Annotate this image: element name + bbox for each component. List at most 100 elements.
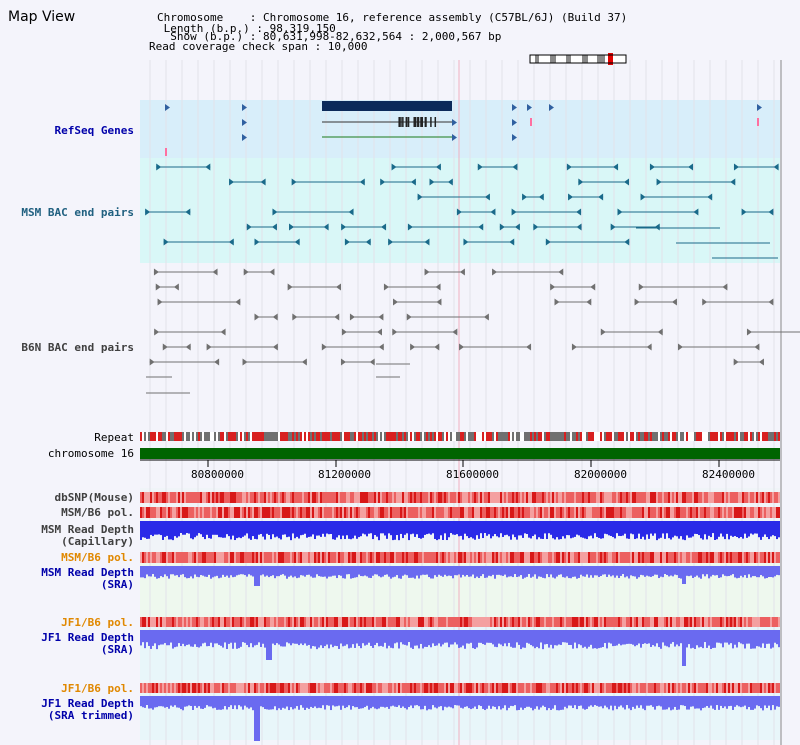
msm-pol-segment xyxy=(348,507,350,518)
refseq-genes-label[interactable]: RefSeq Genes xyxy=(54,124,134,137)
jf1-sra-depth xyxy=(152,630,154,646)
jf1-pol-segment xyxy=(632,617,634,627)
jf1-pol-segment xyxy=(382,617,384,627)
msm-pol2-segment xyxy=(166,552,168,563)
msm-sra-depth xyxy=(740,566,742,576)
msm-sra-depth xyxy=(662,566,664,578)
jf1-pol-segment xyxy=(612,617,614,627)
msm-pol-segment xyxy=(684,507,686,518)
jf1-pol2-segment xyxy=(190,683,192,693)
msm-capillary-depth xyxy=(396,521,398,536)
jf1-b6-pol-label[interactable]: JF1/B6 pol. xyxy=(61,616,134,629)
repeat-segment xyxy=(396,432,398,441)
exon xyxy=(398,117,400,127)
dbsnp-segment xyxy=(418,492,420,503)
jf1-trim-depth xyxy=(460,696,462,708)
jf1-sra-depth xyxy=(492,630,494,645)
dbsnp-segment xyxy=(706,492,708,503)
msm-sra-depth xyxy=(160,566,162,577)
jf1-trim-depth xyxy=(378,696,380,709)
repeat-segment xyxy=(482,432,484,441)
repeat-segment xyxy=(402,432,404,441)
jf1-pol-segment xyxy=(238,617,240,627)
msm-sra-depth xyxy=(482,566,484,575)
msm-b6-pol-label[interactable]: MSM/B6 pol. xyxy=(61,506,134,519)
msm-sra-depth xyxy=(686,566,688,576)
msm-capillary-depth xyxy=(666,521,668,534)
dbsnp-segment xyxy=(608,492,610,503)
jf1-sra-depth xyxy=(510,630,512,647)
msm-pol2-segment xyxy=(322,552,324,563)
b6n-bac-pair-end xyxy=(154,328,160,336)
msm-pol-segment xyxy=(354,507,356,518)
dbsnp-segment xyxy=(728,492,730,503)
msm-pol-segment xyxy=(778,507,780,518)
jf1-sra-depth xyxy=(202,630,204,644)
jf1-pol2-segment xyxy=(212,683,214,693)
dbsnp-segment xyxy=(194,492,196,503)
msm-pol2-segment xyxy=(624,552,626,563)
msm-read-depth-capillary-label[interactable]: MSM Read Depth xyxy=(41,523,134,536)
jf1-trim-depth xyxy=(360,696,362,709)
jf1-pol-segment xyxy=(774,617,776,627)
jf1-trim-depth xyxy=(700,696,702,711)
jf1-pol2-segment xyxy=(300,683,302,693)
jf1-sra-depth xyxy=(518,630,520,645)
jf1-pol-segment xyxy=(436,617,438,627)
msm-b6-pol-label-2[interactable]: MSM/B6 pol. xyxy=(61,551,134,564)
msm-read-depth-sra-label[interactable]: MSM Read Depth xyxy=(41,566,134,579)
jf1-sra-depth xyxy=(610,630,612,644)
msm-capillary-depth xyxy=(526,521,528,535)
dbsnp-label[interactable]: dbSNP(Mouse) xyxy=(54,491,134,504)
msm-pol-segment xyxy=(294,507,296,518)
jf1-trim-depth xyxy=(398,696,400,706)
msm-capillary-depth xyxy=(436,521,438,541)
axis-tick-label: 81200000 xyxy=(318,468,371,481)
msm-sra-depth xyxy=(342,566,344,579)
msm-sra-depth xyxy=(498,566,500,575)
msm-pol2-segment xyxy=(606,552,608,563)
repeat-segment xyxy=(206,432,208,441)
dbsnp-segment xyxy=(480,492,482,503)
jf1-sra-depth xyxy=(648,630,650,644)
jf1-sra-depth xyxy=(162,630,164,645)
repeat-segment xyxy=(710,432,712,441)
jf1-b6-pol-label-2[interactable]: JF1/B6 pol. xyxy=(61,682,134,695)
jf1-read-depth-trimmed-label[interactable]: JF1 Read Depth xyxy=(41,697,134,710)
jf1-trim-depth xyxy=(614,696,616,706)
jf1-pol2-segment xyxy=(536,683,538,693)
jf1-pol2-segment xyxy=(500,683,502,693)
jf1-pol2-segment xyxy=(514,683,516,693)
msm-pol2-segment xyxy=(756,552,758,563)
dbsnp-segment xyxy=(222,492,224,503)
msm-pol-segment xyxy=(560,507,562,518)
jf1-trim-depth xyxy=(416,696,418,706)
msm-pol2-segment xyxy=(686,552,688,563)
msm-pol2-segment xyxy=(724,552,726,563)
jf1-trim-depth xyxy=(162,696,164,707)
jf1-pol2-segment xyxy=(472,683,474,693)
msm-bac-end-pairs-label[interactable]: MSM BAC end pairs xyxy=(21,206,134,219)
dbsnp-segment xyxy=(698,492,700,503)
msm-sra-depth xyxy=(220,566,222,578)
msm-pol-segment xyxy=(204,507,206,518)
jf1-read-depth-sra-label[interactable]: JF1 Read Depth xyxy=(41,631,134,644)
jf1-sra-depth xyxy=(746,630,748,644)
msm-capillary-depth xyxy=(158,521,160,535)
jf1-pol-segment xyxy=(744,617,746,627)
msm-capillary-depth xyxy=(724,521,726,540)
jf1-trim-depth xyxy=(196,696,198,708)
msm-capillary-depth xyxy=(252,521,254,537)
jf1-sra-depth xyxy=(564,630,566,643)
b6n-bac-end-pairs-label[interactable]: B6N BAC end pairs xyxy=(21,341,134,354)
msm-pol-segment xyxy=(256,507,258,518)
msm-capillary-depth xyxy=(656,521,658,541)
jf1-trim-depth xyxy=(534,696,536,709)
msm-sra-depth xyxy=(420,566,422,576)
repeat-segment xyxy=(632,432,634,441)
jf1-sra-depth xyxy=(340,630,342,644)
msm-read-depth-sra-sub: (SRA) xyxy=(100,578,134,591)
msm-sra-depth xyxy=(660,566,662,577)
jf1-sra-depth xyxy=(342,630,344,647)
